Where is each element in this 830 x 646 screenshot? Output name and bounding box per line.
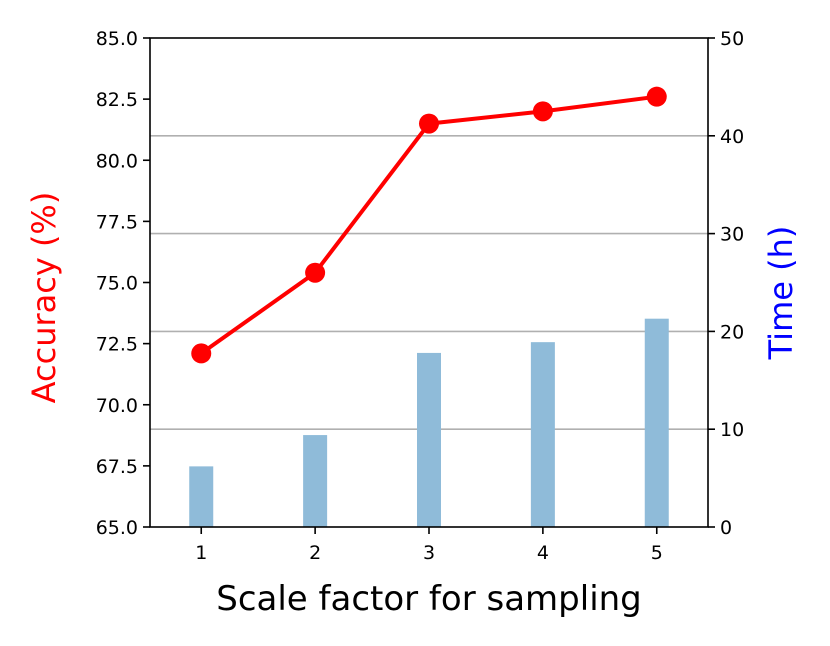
y-tick-label-left: 85.0	[96, 28, 138, 50]
axis-label-part: (h)	[762, 226, 800, 271]
y-tick-label-left: 65.0	[96, 517, 138, 539]
point	[532, 101, 553, 122]
y-tick-label-left: 77.5	[96, 211, 138, 233]
y-tick-label-right: 50	[720, 28, 744, 50]
y-tick-label-left: 75.0	[96, 273, 138, 295]
bar-series-time	[189, 318, 669, 527]
y-tick-label-right: 0	[720, 517, 732, 539]
y-tick-label-left: 82.5	[96, 89, 138, 111]
point	[646, 86, 667, 107]
axis-ticks: 65.0 67.5 70.0 72.5 75.0 77.5 80.0 82.5 85.0 0 10 2…	[96, 28, 745, 564]
y-axis-label-left: Accuracy (%)	[25, 192, 63, 404]
y-tick-label-right: 40	[720, 126, 744, 148]
y-tick-label-left: 80.0	[96, 150, 138, 172]
y-tick-label-right: 20	[720, 321, 744, 343]
x-tick-label: 5	[651, 542, 663, 564]
axis-label-part: Time	[762, 271, 800, 360]
y-tick-label-right: 10	[720, 419, 744, 441]
y-tick-label-left: 67.5	[96, 456, 138, 478]
axis-label-part: Accuracy (%)	[25, 192, 63, 404]
x-tick-label: 1	[195, 542, 207, 564]
x-tick-label: 3	[423, 542, 435, 564]
y-axis-label-right: Time (h)	[762, 226, 800, 361]
y-tick-label-right: 30	[720, 224, 744, 246]
y-tick-label-left: 72.5	[96, 334, 138, 356]
bar	[189, 466, 214, 527]
x-tick-label: 4	[537, 542, 549, 564]
point	[305, 262, 326, 283]
bar	[530, 342, 555, 527]
x-tick-label: 2	[309, 542, 321, 564]
bar	[303, 435, 328, 527]
point	[419, 113, 439, 134]
bar	[417, 352, 441, 527]
bar	[644, 318, 669, 527]
point	[191, 343, 212, 364]
line-series-accuracy	[191, 86, 667, 364]
y-tick-label-left: 70.0	[96, 395, 138, 417]
x-axis-label: Scale factor for sampling	[216, 579, 642, 619]
